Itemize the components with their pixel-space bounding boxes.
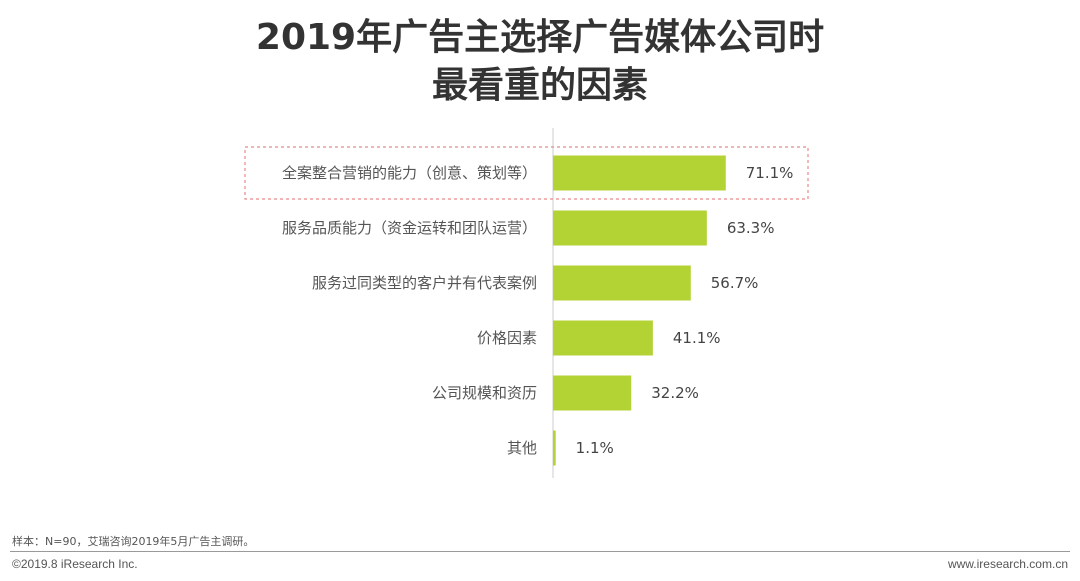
bar <box>553 430 556 466</box>
value-label: 1.1% <box>576 439 614 457</box>
copyright-text: ©2019.8 iResearch Inc. <box>12 557 138 571</box>
sample-note: 样本：N=90，艾瑞咨询2019年5月广告主调研。 <box>12 535 255 548</box>
chart-title-line1: 2019年广告主选择广告媒体公司时 <box>255 17 825 58</box>
bar-chart: 全案整合营销的能力（创意、策划等） 71.1% 服务品质能力（资金运转和团队运营） 6… <box>244 128 809 478</box>
bar <box>553 375 632 411</box>
value-label: 71.1% <box>746 164 794 182</box>
category-label: 服务品质能力（资金运转和团队运营） <box>282 219 537 237</box>
website-url: www.iresearch.com.cn <box>947 557 1068 571</box>
bar <box>553 265 691 301</box>
footer-divider <box>10 551 1070 552</box>
value-label: 56.7% <box>711 274 759 292</box>
highlight-box <box>244 146 809 200</box>
category-label: 价格因素 <box>477 329 537 347</box>
bar <box>553 210 707 246</box>
category-label: 其他 <box>507 439 537 457</box>
value-label: 41.1% <box>673 329 721 347</box>
value-label: 63.3% <box>727 219 775 237</box>
bar <box>553 155 726 191</box>
category-label: 服务过同类型的客户并有代表案例 <box>312 274 537 292</box>
category-label: 全案整合营销的能力（创意、策划等） <box>282 164 537 182</box>
value-label: 32.2% <box>651 384 699 402</box>
chart-title-line2: 最看重的因素 <box>431 65 648 106</box>
chart-title: 2019年广告主选择广告媒体公司时 最看重的因素 <box>0 14 1080 110</box>
bar <box>553 320 653 356</box>
category-label: 公司规模和资历 <box>432 384 537 402</box>
